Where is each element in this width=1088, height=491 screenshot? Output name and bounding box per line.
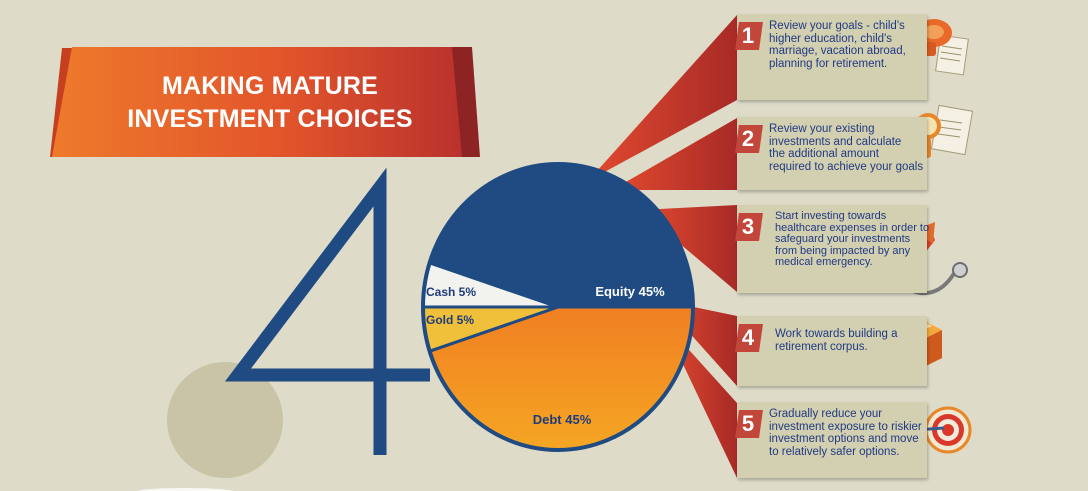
pie-outline — [421, 162, 695, 452]
step-text-line: to relatively safer options. — [769, 445, 900, 458]
pie-label-cash: Cash 5% — [426, 285, 476, 299]
step-text-line: medical emergency. — [775, 256, 873, 269]
rays — [588, 15, 737, 478]
shadow — [136, 488, 234, 491]
step-number: 5 — [741, 411, 755, 436]
step-text-line: Gradually reduce your — [769, 408, 883, 420]
big-number-four — [224, 167, 430, 455]
step-number: 2 — [741, 126, 755, 151]
step-text-line: investments and calculate — [769, 135, 902, 148]
pie-label-gold: Gold 5% — [426, 313, 474, 327]
step-text-line: retirement corpus. — [775, 340, 868, 353]
step-card-3: 3 Start investing towards healthcare exp… — [735, 205, 929, 293]
pie-label-equity: Equity 45% — [595, 284, 665, 299]
step-number: 1 — [741, 23, 755, 48]
step-text-line: the additional amount — [769, 148, 879, 160]
step-text-line: Start investing towards — [775, 210, 887, 222]
step-number: 4 — [741, 325, 755, 350]
step-text-line: healthcare expenses in order to — [775, 221, 930, 234]
allocation-pie-chart: Equity 45% Debt 45% Gold 5% Cash 5% — [421, 162, 695, 452]
step-card-2: 2 Review your existing investments and c… — [735, 117, 929, 190]
step-text: Work towards building a retirement corpu… — [775, 328, 935, 353]
step-text-line: Review your goals - child's — [769, 20, 905, 32]
step-text: Gradually reduce your investment exposur… — [769, 408, 929, 458]
title-banner-edge — [452, 47, 480, 157]
page-title: MAKING MATURE INVESTMENT CHOICES — [90, 70, 450, 136]
step-text-line: investment options and move — [769, 433, 919, 445]
step-text-line: investment exposure to riskier — [769, 420, 922, 433]
step-text-line: from being impacted by any — [775, 244, 911, 257]
step-text-line: planning for retirement. — [769, 57, 888, 70]
title-line-1: MAKING MATURE — [161, 72, 378, 100]
step-text: Start investing towards healthcare expen… — [775, 210, 935, 269]
step-card-1: 1 Review your goals - child's higher edu… — [735, 14, 929, 100]
decorative-circle — [167, 362, 283, 478]
step-text-line: safeguard your investments — [775, 233, 911, 246]
step-number: 3 — [741, 214, 755, 239]
target-dart-icon — [912, 406, 972, 454]
step-text: Review your goals - child's higher educa… — [769, 20, 929, 70]
step-text: Review your existing investments and cal… — [769, 123, 929, 173]
pie-label-debt: Debt 45% — [533, 412, 592, 427]
step-text-line: higher education, child's — [769, 32, 893, 45]
step-text-line: required to achieve your goals — [769, 160, 924, 173]
step-text-line: Work towards building a — [775, 328, 898, 340]
step-text-line: marriage, vacation abroad, — [769, 45, 906, 57]
title-banner — [52, 47, 470, 157]
step-text-line: Review your existing — [769, 123, 875, 135]
step-card-5: 5 Gradually reduce your investment expos… — [735, 402, 929, 478]
step-card-4: 4 Work towards building a retirement cor… — [735, 316, 927, 386]
title-line-2: INVESTMENT CHOICES — [127, 105, 413, 133]
